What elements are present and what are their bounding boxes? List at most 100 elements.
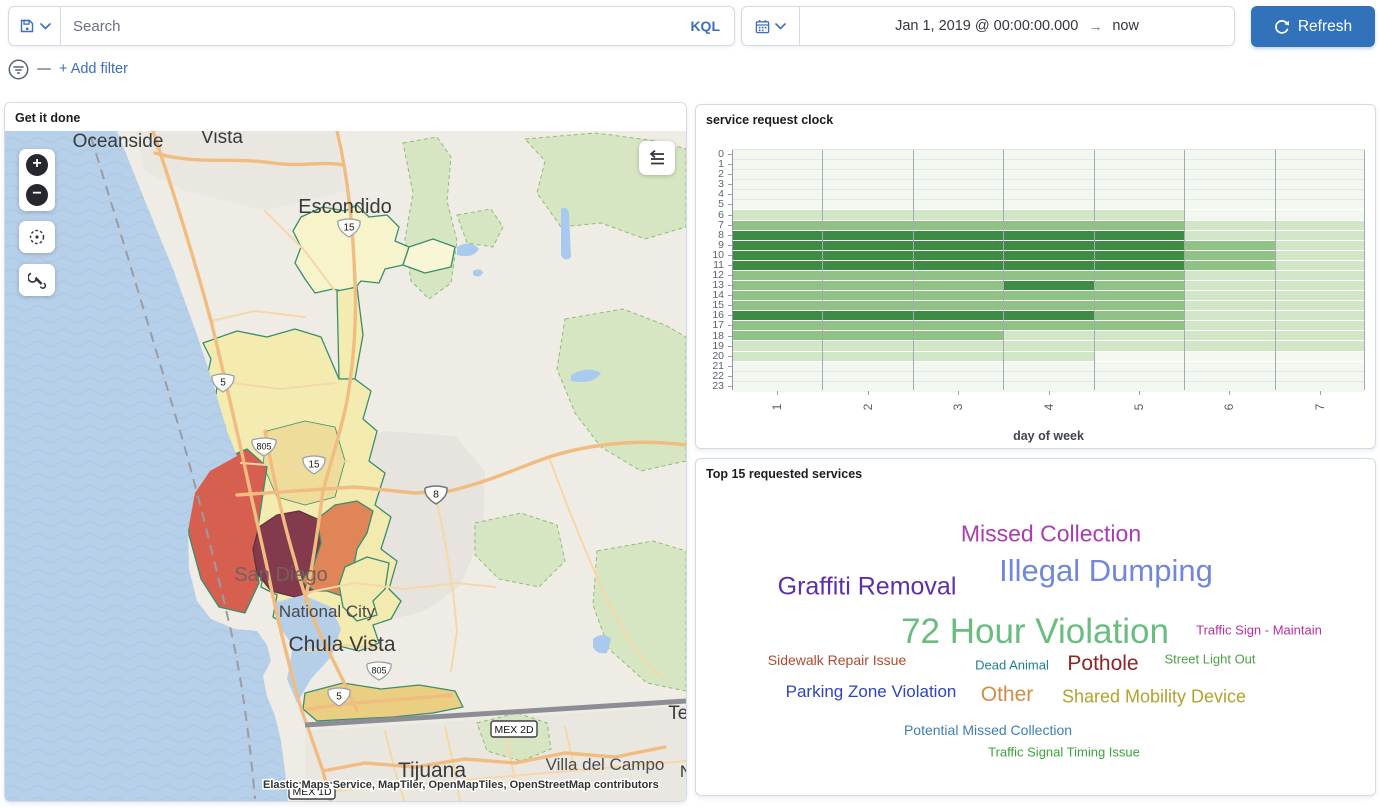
heatmap-cell[interactable]: [732, 372, 822, 381]
heatmap-cell[interactable]: [913, 362, 1003, 371]
heatmap-cell[interactable]: [1275, 271, 1365, 280]
tag-word[interactable]: Graffiti Removal: [778, 573, 957, 602]
heatmap-cell[interactable]: [1184, 281, 1274, 290]
heatmap-cell[interactable]: [1003, 231, 1093, 240]
heatmap-cell[interactable]: [1094, 311, 1184, 320]
heatmap-cell[interactable]: [913, 150, 1003, 159]
heatmap-cell[interactable]: [1275, 200, 1365, 209]
tag-word[interactable]: Other: [981, 683, 1034, 707]
heatmap-cell[interactable]: [822, 321, 912, 330]
heatmap-cell[interactable]: [1003, 321, 1093, 330]
heatmap-cell[interactable]: [1003, 281, 1093, 290]
heatmap-cell[interactable]: [732, 281, 822, 290]
tag-word[interactable]: Shared Mobility Device: [1062, 687, 1246, 708]
heatmap-cell[interactable]: [822, 251, 912, 260]
heatmap-cell[interactable]: [732, 362, 822, 371]
heatmap-cell[interactable]: [1094, 331, 1184, 340]
heatmap-cell[interactable]: [732, 241, 822, 250]
heatmap-cell[interactable]: [1275, 321, 1365, 330]
heatmap-cell[interactable]: [822, 372, 912, 381]
heatmap-cell[interactable]: [822, 362, 912, 371]
heatmap-cell[interactable]: [913, 372, 1003, 381]
heatmap-cell[interactable]: [822, 341, 912, 350]
heatmap-cell[interactable]: [822, 281, 912, 290]
heatmap-cell[interactable]: [1275, 210, 1365, 219]
heatmap-cell[interactable]: [1275, 190, 1365, 199]
heatmap-cell[interactable]: [822, 180, 912, 189]
heatmap-cell[interactable]: [1184, 261, 1274, 270]
heatmap-cell[interactable]: [1275, 180, 1365, 189]
heatmap-cell[interactable]: [1094, 291, 1184, 300]
heatmap-cell[interactable]: [732, 231, 822, 240]
tag-word[interactable]: Sidewalk Repair Issue: [768, 652, 907, 668]
heatmap-cell[interactable]: [1275, 150, 1365, 159]
heatmap-cell[interactable]: [822, 170, 912, 179]
heatmap-cell[interactable]: [822, 271, 912, 280]
heatmap-cell[interactable]: [822, 231, 912, 240]
heatmap-cell[interactable]: [1094, 150, 1184, 159]
heatmap-cell[interactable]: [1184, 221, 1274, 230]
heatmap-cell[interactable]: [1184, 231, 1274, 240]
heatmap-cell[interactable]: [1003, 301, 1093, 310]
heatmap-cell[interactable]: [1094, 241, 1184, 250]
heatmap-cell[interactable]: [1094, 221, 1184, 230]
heatmap-cell[interactable]: [1275, 341, 1365, 350]
heatmap-cell[interactable]: [732, 311, 822, 320]
heatmap-cell[interactable]: [913, 341, 1003, 350]
heatmap-cell[interactable]: [1184, 170, 1274, 179]
heatmap-cell[interactable]: [1275, 372, 1365, 381]
heatmap-cell[interactable]: [1275, 170, 1365, 179]
heatmap-cell[interactable]: [1184, 160, 1274, 169]
heatmap-cell[interactable]: [1094, 341, 1184, 350]
heatmap-cell[interactable]: [732, 291, 822, 300]
heatmap-cell[interactable]: [913, 352, 1003, 361]
heatmap-cell[interactable]: [1003, 352, 1093, 361]
heatmap-cell[interactable]: [1003, 271, 1093, 280]
heatmap-cell[interactable]: [822, 241, 912, 250]
heatmap-cell[interactable]: [1184, 190, 1274, 199]
heatmap-cell[interactable]: [1094, 231, 1184, 240]
heatmap-cell[interactable]: [822, 210, 912, 219]
heatmap-cell[interactable]: [1094, 362, 1184, 371]
heatmap-cell[interactable]: [1003, 170, 1093, 179]
heatmap-cell[interactable]: [1184, 362, 1274, 371]
heatmap-cell[interactable]: [1275, 241, 1365, 250]
heatmap-cell[interactable]: [1184, 352, 1274, 361]
heatmap-cell[interactable]: [913, 261, 1003, 270]
heatmap-cell[interactable]: [1003, 291, 1093, 300]
heatmap-cell[interactable]: [1094, 372, 1184, 381]
heatmap-cell[interactable]: [1275, 362, 1365, 371]
heatmap-cell[interactable]: [913, 180, 1003, 189]
heatmap-cell[interactable]: [1003, 190, 1093, 199]
heatmap-cell[interactable]: [1184, 150, 1274, 159]
heatmap-cell[interactable]: [1275, 291, 1365, 300]
heatmap-cell[interactable]: [732, 321, 822, 330]
heatmap-cell[interactable]: [1003, 362, 1093, 371]
heatmap-cell[interactable]: [822, 200, 912, 209]
heatmap-cell[interactable]: [1094, 321, 1184, 330]
date-range-end[interactable]: now: [1112, 18, 1139, 34]
heatmap-cell[interactable]: [732, 341, 822, 350]
heatmap-cell[interactable]: [732, 150, 822, 159]
heatmap-cell[interactable]: [1003, 150, 1093, 159]
heatmap-cell[interactable]: [732, 180, 822, 189]
heatmap-cell[interactable]: [822, 352, 912, 361]
add-filter-link[interactable]: + Add filter: [59, 61, 128, 77]
heatmap-cell[interactable]: [913, 241, 1003, 250]
heatmap-cell[interactable]: [913, 331, 1003, 340]
heatmap-cell[interactable]: [1094, 281, 1184, 290]
heatmap-cell[interactable]: [1184, 372, 1274, 381]
tag-word[interactable]: Traffic Sign - Maintain: [1196, 623, 1322, 638]
heatmap-cell[interactable]: [732, 301, 822, 310]
heatmap-cell[interactable]: [822, 331, 912, 340]
heatmap-cell[interactable]: [822, 291, 912, 300]
heatmap-cell[interactable]: [822, 311, 912, 320]
heatmap-cell[interactable]: [1094, 170, 1184, 179]
tag-word[interactable]: Potential Missed Collection: [904, 722, 1072, 738]
tag-word[interactable]: Illegal Dumping: [999, 553, 1213, 589]
heatmap-cell[interactable]: [913, 321, 1003, 330]
heatmap-cell[interactable]: [1003, 210, 1093, 219]
heatmap-cell[interactable]: [1184, 210, 1274, 219]
heatmap-plot[interactable]: [732, 149, 1365, 391]
heatmap-cell[interactable]: [913, 160, 1003, 169]
